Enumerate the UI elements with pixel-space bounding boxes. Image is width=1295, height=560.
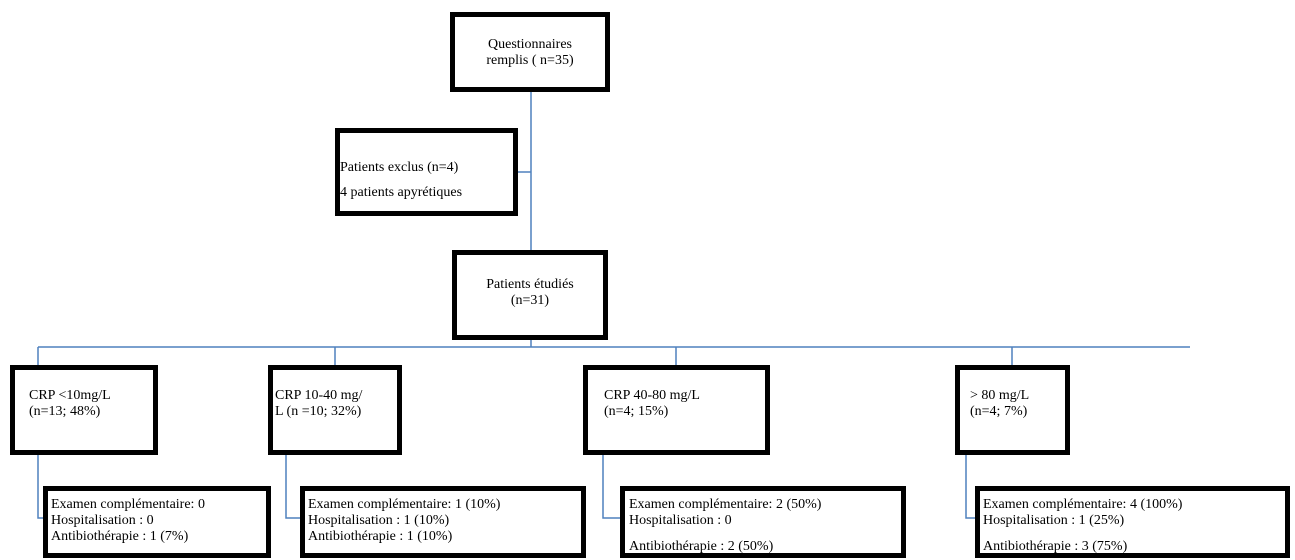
node: Questionnaires remplis ( n=35) — [450, 12, 610, 92]
node-text: Hospitalisation : 1 (25%) — [983, 513, 1125, 528]
node-text: (n=13; 48%) — [29, 404, 101, 419]
node-text: L (n =10; 32%) — [275, 404, 362, 419]
node-text: > 80 mg/L — [970, 388, 1030, 403]
node-text: Antibiothérapie : 1 (10%) — [308, 529, 453, 544]
node-text: Examen complémentaire: 1 (10%) — [308, 497, 501, 512]
node: Patients étudiés (n=31) — [452, 250, 608, 340]
node-text: Questionnaires — [488, 37, 572, 52]
node: CRP 40-80 mg/L (n=4; 15%) — [583, 365, 770, 455]
node-text: Hospitalisation : 0 — [629, 513, 732, 528]
node-text: (n=31) — [510, 293, 550, 308]
node: Examen complémentaire: 4 (100%) Hospital… — [975, 486, 1290, 558]
node-text: CRP 40-80 mg/L — [604, 388, 700, 403]
node: Examen complémentaire: 0 Hospitalisation… — [43, 486, 271, 558]
node-text: remplis ( n=35) — [486, 53, 574, 68]
node-text: 4 patients apyrétiques — [340, 185, 463, 200]
node-text: Examen complémentaire: 2 (50%) — [629, 497, 822, 512]
node: > 80 mg/L (n=4; 7%) — [955, 365, 1070, 455]
node-text: Patients étudiés — [486, 277, 574, 292]
node: Examen complémentaire: 2 (50%) Hospitali… — [620, 486, 906, 558]
node-text: (n=4; 7%) — [970, 404, 1028, 419]
node-text: (n=4; 15%) — [604, 404, 669, 419]
node-text: Hospitalisation : 0 — [51, 513, 154, 528]
connector — [285, 455, 302, 519]
connector — [602, 455, 622, 519]
node-text: Antibiothérapie : 3 (75%) — [983, 539, 1128, 554]
node-text: Examen complémentaire: 0 — [51, 497, 205, 512]
connector — [965, 455, 977, 519]
node-text: CRP <10mg/L — [29, 388, 111, 403]
node-text: Antibiothérapie : 1 (7%) — [51, 529, 189, 544]
node: CRP <10mg/L (n=13; 48%) — [10, 365, 158, 455]
node-text: Examen complémentaire: 4 (100%) — [983, 497, 1183, 512]
node-text: CRP 10-40 mg/ — [275, 388, 363, 403]
node: Examen complémentaire: 1 (10%) Hospitali… — [300, 486, 586, 558]
connector — [37, 455, 45, 519]
node-text: Antibiothérapie : 2 (50%) — [629, 539, 774, 554]
node-text: Hospitalisation : 1 (10%) — [308, 513, 450, 528]
node: Patients exclus (n=4) 4 patients apyréti… — [335, 128, 518, 216]
node: CRP 10-40 mg/ L (n =10; 32%) — [268, 365, 402, 455]
node-text: Patients exclus (n=4) — [340, 160, 459, 175]
